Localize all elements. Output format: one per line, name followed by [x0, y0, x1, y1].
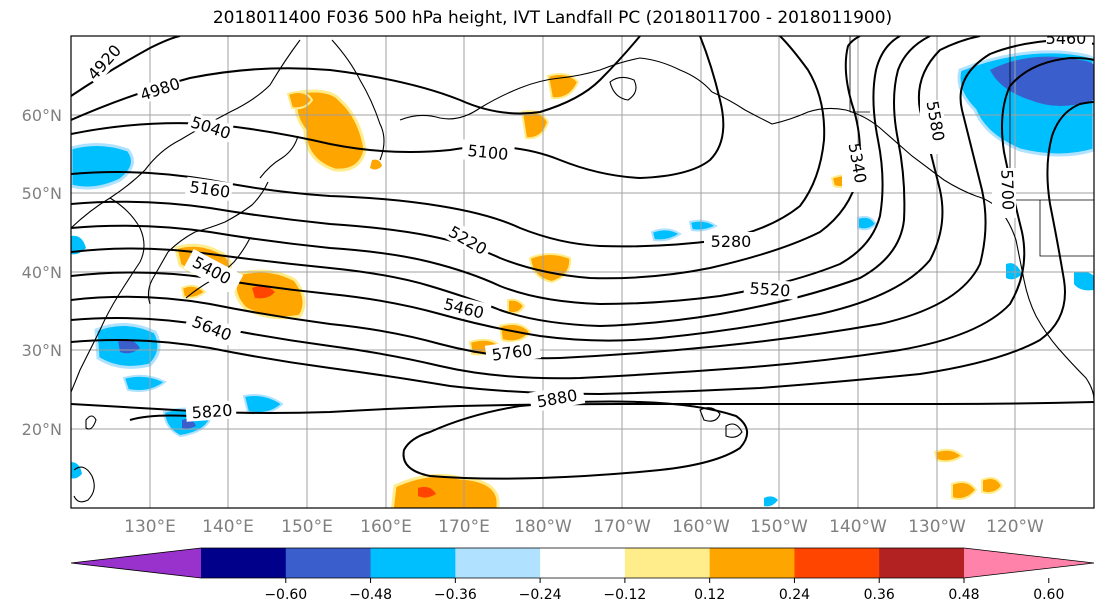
lon-label-160w: 160°W — [672, 517, 730, 537]
coastlines — [71, 39, 1094, 503]
lon-label-140e: 140°E — [202, 517, 254, 537]
colorbar-segment-8 — [794, 548, 880, 578]
contour-label-5520: 5520 — [749, 279, 791, 301]
colorbar-tick-label: −0.36 — [434, 587, 477, 601]
contour-label-5280: 5280 — [711, 232, 752, 251]
map-title: 2018011400 F036 500 hPa height, IVT Land… — [212, 8, 893, 28]
lon-label-160e: 160°E — [360, 517, 412, 537]
colorbar-tick-label: 0.48 — [948, 587, 979, 601]
colorbar-segment-10 — [964, 548, 1094, 578]
contour-label-5100: 5100 — [467, 141, 509, 164]
longitude-labels: 130°E 140°E 150°E 160°E 170°E 180°W 170°… — [124, 517, 1044, 537]
colorbar-tick-label: 0.24 — [779, 587, 810, 601]
colorbar-segment-2 — [285, 548, 372, 578]
lon-label-150w: 150°W — [750, 517, 808, 537]
colorbar-tick-label: 0.12 — [694, 587, 725, 601]
colorbar-tick-label: 0.60 — [1033, 587, 1064, 601]
colorbar — [70, 547, 1095, 579]
contour-label-5460-corner: 5460 — [1046, 29, 1087, 48]
colorbar-tick-label: 0.36 — [864, 587, 895, 601]
contour-label-5700: 5700 — [997, 169, 1017, 210]
lat-label-60n: 60°N — [22, 106, 62, 125]
colorbar-tick-labels: −0.60 −0.48 −0.36 −0.24 −0.12 0.12 0.24 0.36 0.4… — [264, 578, 1064, 601]
lon-label-130w: 130°W — [908, 517, 966, 537]
colorbar-tick-label: −0.48 — [349, 587, 392, 601]
colorbar-tick-label: −0.60 — [264, 587, 307, 601]
lat-label-20n: 20°N — [22, 420, 62, 439]
lat-label-50n: 50°N — [22, 184, 62, 203]
height-contours — [71, 36, 1094, 480]
colorbar-segment-3 — [370, 548, 456, 578]
colorbar-segment-7 — [709, 548, 795, 578]
colorbar-segment-4 — [455, 548, 541, 578]
lon-label-120w: 120°W — [986, 517, 1044, 537]
contour-label-5820: 5820 — [191, 401, 233, 423]
lon-label-130e: 130°E — [124, 517, 176, 537]
colorbar-tick-label: −0.24 — [519, 587, 562, 601]
colorbar-segment-1 — [201, 548, 287, 578]
negative-anomaly-shading — [71, 50, 1094, 507]
colorbar-tick-label: −0.12 — [603, 587, 646, 601]
colorbar-segment-0 — [71, 548, 201, 578]
lat-label-30n: 30°N — [22, 341, 62, 360]
colorbar-segment-9 — [879, 548, 965, 578]
lon-label-150e: 150°E — [281, 517, 333, 537]
colorbar-segment-6 — [624, 548, 711, 578]
lat-label-40n: 40°N — [22, 263, 62, 282]
lon-label-170e: 170°E — [438, 517, 490, 537]
colorbar-outline — [70, 547, 1095, 579]
positive-anomaly-shading — [174, 73, 1004, 508]
map-frame — [70, 35, 1095, 509]
lon-label-170w: 170°W — [593, 517, 651, 537]
latitude-labels: 60°N 50°N 40°N 30°N 20°N — [22, 106, 62, 439]
colorbar-segment-5 — [540, 548, 626, 578]
lon-label-140w: 140°W — [829, 517, 887, 537]
lon-label-180w: 180°W — [514, 517, 572, 537]
